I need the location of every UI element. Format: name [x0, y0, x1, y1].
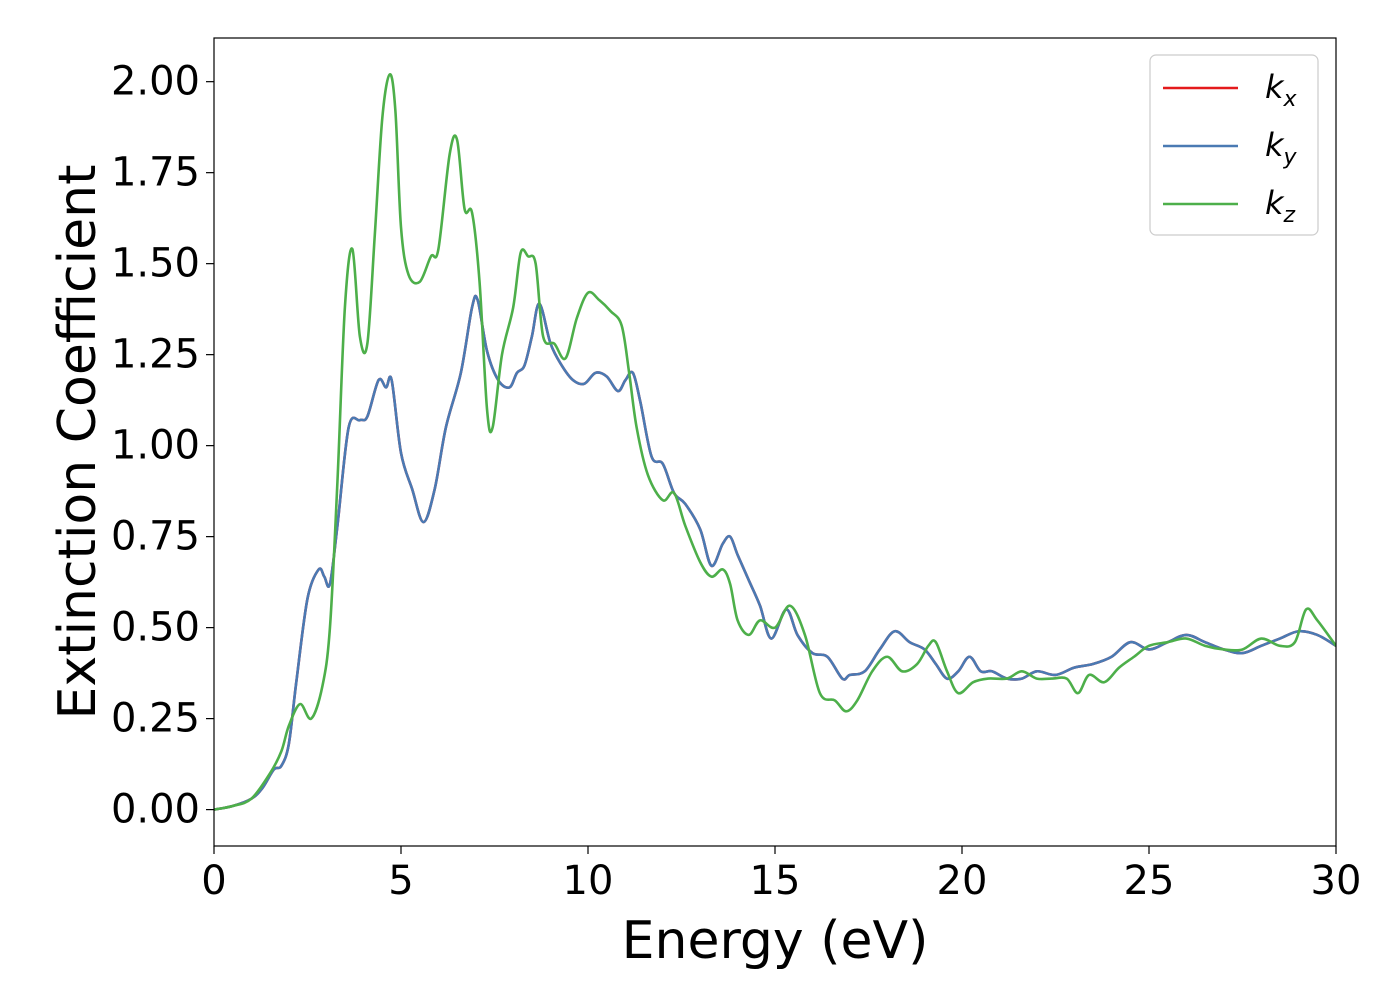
- y-tick-label: 1.50: [111, 241, 200, 287]
- series-line-kz: [214, 73, 1336, 811]
- legend-label-ky: ky: [1265, 126, 1298, 170]
- y-tick-label: 1.00: [111, 423, 200, 469]
- series-line-ky: [214, 294, 1336, 811]
- plot-lines: [214, 73, 1336, 811]
- x-tick-label: 15: [750, 858, 801, 904]
- x-tick-label: 25: [1124, 858, 1175, 904]
- legend-label-kz: kz: [1265, 184, 1296, 228]
- x-tick-label: 0: [201, 858, 226, 904]
- x-tick-label: 10: [563, 858, 614, 904]
- x-tick-label: 5: [388, 858, 413, 904]
- plot-frame: [213, 37, 1337, 847]
- y-tick-label: 0.75: [111, 514, 200, 560]
- x-tick-label: 30: [1311, 858, 1362, 904]
- legend-label-kx: kx: [1265, 68, 1298, 112]
- legend: kx ky kz: [1149, 54, 1319, 236]
- y-tick-label: 0.50: [111, 605, 200, 651]
- y-tick-label: 1.25: [111, 332, 200, 378]
- x-axis-label: Energy (eV): [622, 911, 929, 971]
- x-tick-label: 20: [937, 858, 988, 904]
- y-tick-label: 0.25: [111, 696, 200, 742]
- y-tick-label: 0.00: [111, 787, 200, 833]
- y-axis-label: Extinction Coefficient: [48, 165, 108, 720]
- axis-ticks: 0 5 10 15 20 25 30 0.00 0.25 0.50 0.75 1.00 1.25 1.50…: [111, 59, 1362, 904]
- y-tick-label: 2.00: [111, 59, 200, 105]
- y-tick-label: 1.75: [111, 150, 200, 196]
